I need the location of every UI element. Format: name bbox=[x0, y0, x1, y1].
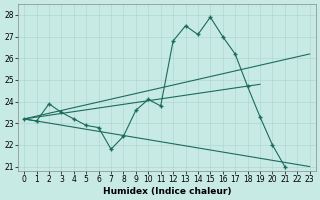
X-axis label: Humidex (Indice chaleur): Humidex (Indice chaleur) bbox=[103, 187, 231, 196]
